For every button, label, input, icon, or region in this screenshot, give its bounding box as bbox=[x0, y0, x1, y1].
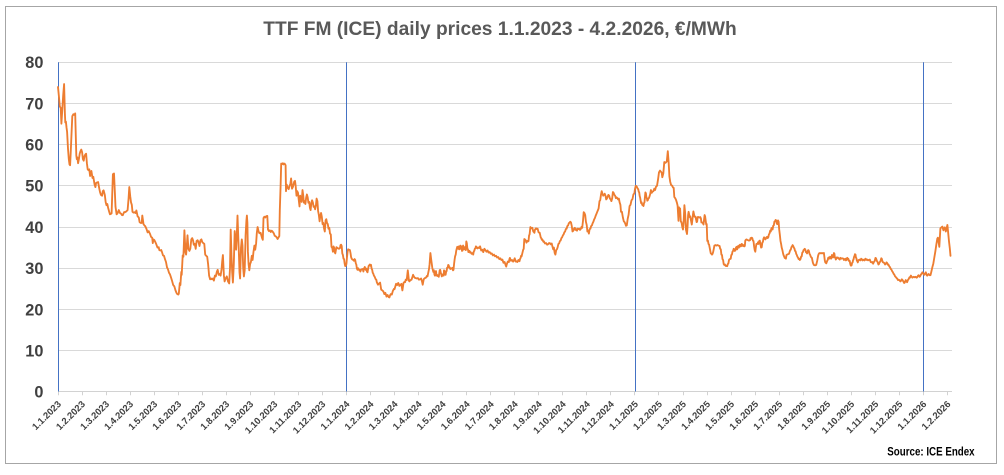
svg-text:30: 30 bbox=[25, 260, 43, 278]
svg-text:10: 10 bbox=[25, 343, 43, 361]
svg-text:TTF FM (ICE) daily prices 1.1.: TTF FM (ICE) daily prices 1.1.2023 - 4.2… bbox=[263, 18, 737, 40]
svg-text:Source: ICE Endex: Source: ICE Endex bbox=[887, 445, 975, 459]
svg-text:60: 60 bbox=[25, 137, 43, 155]
svg-text:20: 20 bbox=[25, 301, 43, 319]
svg-text:70: 70 bbox=[25, 95, 43, 113]
svg-text:40: 40 bbox=[25, 219, 43, 237]
svg-text:50: 50 bbox=[25, 178, 43, 196]
svg-text:0: 0 bbox=[34, 384, 43, 402]
svg-text:80: 80 bbox=[25, 54, 43, 72]
